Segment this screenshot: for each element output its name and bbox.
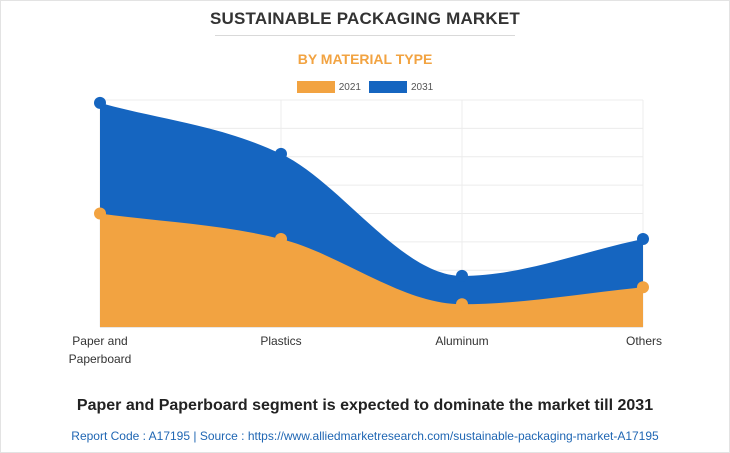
series-areas [100,102,643,328]
x-tick-label: Plastics [260,334,301,348]
data-point-2021[interactable] [456,298,468,311]
x-axis-ticks: Paper and Paperboard Plastics Aluminum Other… [69,334,662,366]
x-tick-label: Paper and Paperboard [69,334,132,366]
chart-title: SUSTAINABLE PACKAGING MARKET [209,9,521,28]
area-series-2021 [100,213,643,327]
data-point-2031[interactable] [637,233,649,246]
x-tick-label: Aluminum [435,334,488,348]
data-point-2021[interactable] [94,207,106,220]
legend-label-2031: 2031 [411,81,434,93]
legend-label-2021: 2021 [338,81,361,93]
footer-headline: Paper and Paperboard segment is expected… [76,397,654,414]
legend-item-2031[interactable]: 2031 [369,81,433,93]
title-divider [215,35,515,36]
footer-source[interactable]: Report Code : A17195 | Source : https://… [71,429,659,443]
data-point-2031[interactable] [275,147,287,160]
legend-swatch-2031 [369,81,407,93]
data-point-2021[interactable] [637,281,649,294]
legend-swatch-2021 [296,81,335,93]
x-tick-label: Others [626,334,662,348]
data-point-2021[interactable] [275,233,287,246]
legend: 2021 2031 [0,79,730,95]
data-point-2031[interactable] [456,269,468,282]
chart-subtitle: BY MATERIAL TYPE [297,51,433,67]
series-points [94,96,649,311]
legend-item-2021[interactable]: 2021 [296,81,361,93]
data-point-2031[interactable] [94,96,106,109]
